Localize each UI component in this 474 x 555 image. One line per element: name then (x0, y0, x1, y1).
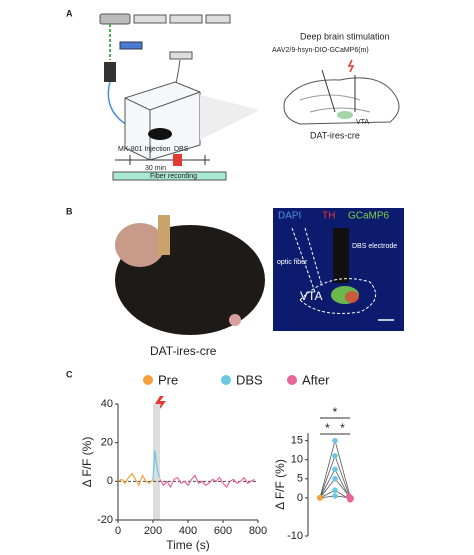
panel-label: C (66, 369, 73, 379)
series-line (152, 450, 161, 480)
significance: * (333, 405, 338, 419)
x-tick-label: 0 (115, 525, 121, 537)
dot (348, 495, 354, 501)
series-line (159, 474, 255, 489)
legend-label: After (302, 372, 330, 387)
legend-swatch (287, 375, 297, 385)
x-tick-label: 800 (249, 525, 267, 537)
dot (317, 495, 323, 501)
region-label: VTA (356, 119, 369, 126)
y-tick-label: 15 (291, 435, 303, 447)
x-tick-label: 400 (179, 525, 197, 537)
mouse-label: DAT-ires-cre (310, 130, 360, 140)
legend-swatch (143, 375, 153, 385)
dot (332, 466, 338, 473)
y-tick-label: -10 (287, 530, 303, 542)
stimulation-label: Deep brain stimulation (300, 31, 390, 41)
mouse-photo (115, 215, 265, 335)
panel-label: A (66, 8, 73, 18)
dot (332, 493, 338, 499)
electrode-label: DBS electrode (352, 243, 397, 250)
significance: * (325, 421, 330, 435)
x-tick-label: 600 (214, 525, 232, 537)
stimulus-icon (155, 396, 166, 414)
photo-caption: DAT-ires-cre (150, 344, 217, 358)
y-axis-label: Δ F/F (%) (273, 459, 287, 510)
region-label: VTA (300, 289, 322, 303)
axis (117, 404, 258, 521)
dot (332, 453, 338, 459)
virus-label: AAV2/9-hsyn-DIO-GCaMP6(m) (272, 47, 369, 54)
legend-label: Pre (158, 372, 178, 387)
stain-label: DAPI (278, 211, 301, 222)
y-tick-label: 5 (297, 473, 303, 485)
fluorescence-image (273, 208, 404, 331)
y-tick-label: 20 (101, 437, 113, 449)
dot (332, 437, 338, 444)
interval-label: 30 min (145, 165, 166, 172)
stain-label: GCaMP6 (348, 211, 390, 222)
dot (332, 475, 338, 482)
y-tick-label: 40 (101, 398, 113, 410)
series-line (117, 472, 154, 487)
y-tick-label: 10 (291, 454, 303, 466)
y-axis-label: Δ F/F (%) (80, 437, 94, 488)
x-tick-label: 200 (144, 525, 162, 537)
y-tick-label: 0 (297, 492, 303, 504)
x-axis-label: Time (s) (166, 538, 210, 552)
fiber-label: optic fiber (277, 259, 308, 266)
legend-label: DBS (236, 372, 263, 387)
injection-label: MK-801 Injection (118, 146, 171, 153)
y-tick-label: 0 (107, 475, 113, 487)
stain-label: TH (322, 211, 335, 222)
rig-illustration (99, 13, 400, 181)
y-tick-label: -20 (97, 514, 113, 526)
dbs-label: DBS (174, 146, 189, 153)
legend-swatch (221, 375, 231, 385)
panel-label: B (66, 206, 73, 216)
dot (332, 487, 338, 494)
significance: * (340, 421, 345, 435)
recording-label: Fiber recording (150, 173, 197, 180)
